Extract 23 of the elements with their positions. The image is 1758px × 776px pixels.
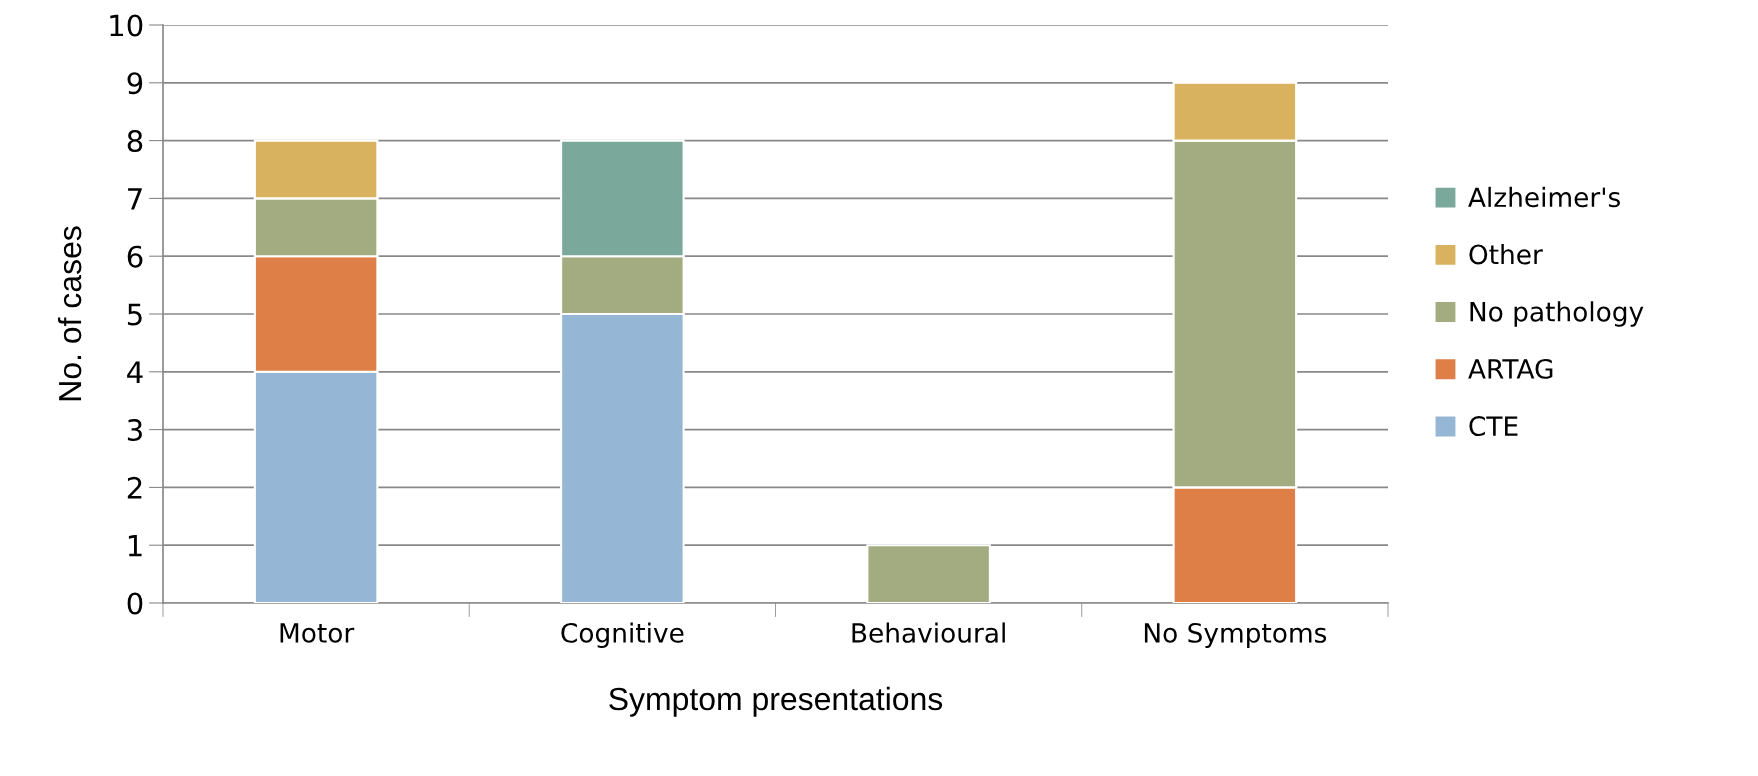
legend-label: No pathology: [1470, 301, 1644, 327]
x-tick-label: Behavioural: [852, 622, 1005, 643]
bar: [866, 544, 991, 603]
legend-label: ARTAG: [1468, 358, 1553, 379]
legend-label: Alzheimer's: [1468, 186, 1620, 208]
x-tick-label: No Symptoms: [1144, 622, 1327, 648]
y-tick-label: 7: [128, 188, 142, 210]
legend-label: CTE: [1469, 416, 1518, 437]
y-axis-title: No. of cases: [57, 226, 82, 401]
y-tick-label: 0: [127, 592, 143, 615]
y-tick-label: 6: [127, 245, 143, 268]
y-tick-label: 1: [128, 535, 142, 557]
y-tick-label: 4: [127, 361, 143, 383]
x-tick-label: Cognitive: [561, 622, 684, 648]
x-tick-label: Motor: [280, 623, 355, 643]
y-tick-label: 8: [127, 130, 143, 153]
x-axis-title: Symptom presentations: [609, 686, 943, 717]
y-tick-label: 2: [127, 476, 142, 499]
y-tick-label: 3: [127, 419, 142, 442]
y-tick-label: 10: [110, 14, 143, 37]
y-tick-label: 5: [127, 303, 142, 326]
y-tick-label: 9: [127, 72, 143, 95]
legend-label: Other: [1469, 244, 1543, 265]
